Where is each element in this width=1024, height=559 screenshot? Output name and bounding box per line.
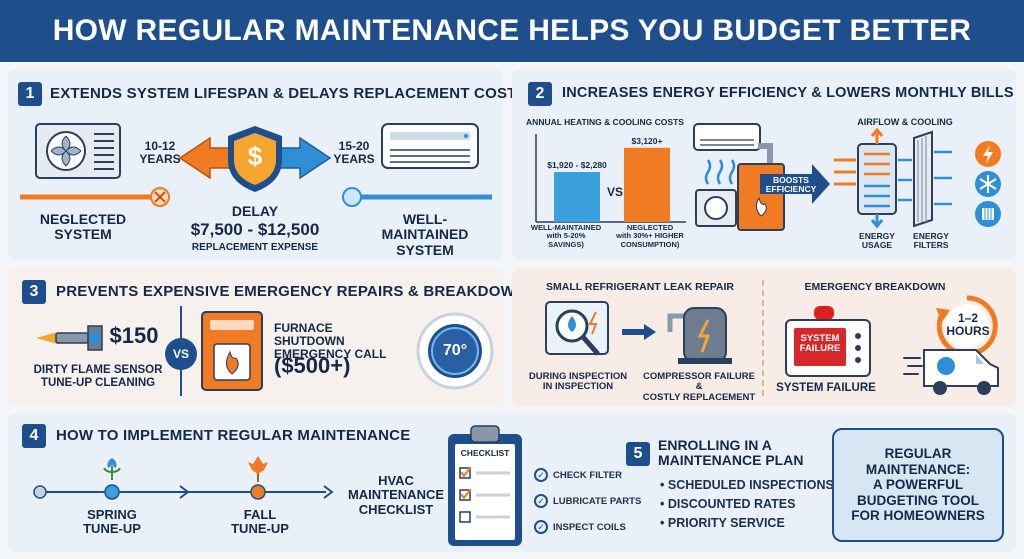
plan-benefit: • SCHEDULED INSPECTIONS	[660, 478, 834, 492]
neglected-label: NEGLECTED SYSTEM	[39, 211, 127, 243]
expensive-label: FURNACE SHUTDOWN EMERGENCY CALL	[274, 321, 387, 362]
breakdown-title: EMERGENCY BREAKDOWN	[804, 281, 946, 293]
check-item-label: INSPECT COILS	[553, 521, 626, 533]
chart-category-0: WELL-MAINTAINED with 5-20% SAVINGS)	[530, 223, 602, 249]
section-5-number: 5	[626, 442, 650, 466]
flame-sensor-icon	[36, 325, 103, 351]
delay-amount: $7,500 - $12,500	[190, 220, 320, 239]
check-circle-icon: ✓	[534, 468, 548, 482]
shield-symbol: $	[247, 141, 263, 171]
checklist-label: HVAC MAINTENANCE CHECKLIST	[347, 473, 445, 517]
delay-label: DELAY	[231, 203, 279, 219]
check-item: ✓ LUBRICATE PARTS	[534, 488, 644, 514]
plan-benefit-label: PRIORITY SERVICE	[667, 516, 785, 530]
section-5-title: ENROLLING IN A MAINTENANCE PLAN	[658, 437, 804, 469]
chart-vs: VS	[606, 185, 623, 199]
vs-badge: VS	[165, 338, 197, 370]
summary-text: REGULAR MAINTENANCE: A POWERFUL BUDGETIN…	[851, 446, 985, 524]
season-timeline	[33, 456, 334, 500]
filter-icon	[975, 201, 1001, 227]
section-4-title: HOW TO IMPLEMENT REGULAR MAINTENANCE	[56, 427, 411, 444]
maintained-timeline	[342, 187, 492, 207]
cheap-price: $150	[109, 323, 159, 348]
check-circle-icon: ✓	[534, 494, 548, 508]
check-item: ✓ INSPECT COILS	[534, 514, 644, 540]
plan-benefits-list: • SCHEDULED INSPECTIONS • DISCOUNTED RAT…	[660, 478, 834, 535]
furnace-icon	[201, 311, 263, 391]
compressor-icon	[667, 307, 732, 364]
clipboard-icon	[448, 425, 522, 546]
section-1-number: 1	[18, 82, 42, 106]
summary-callout: REGULAR MAINTENANCE: A POWERFUL BUDGETIN…	[832, 428, 1004, 542]
plan-benefit-label: DISCOUNTED RATES	[667, 497, 796, 511]
plan-benefit: • DISCOUNTED RATES	[660, 497, 796, 511]
snowflake-icon	[975, 171, 1001, 197]
boost-label: BOOSTS EFFICIENCY	[765, 175, 817, 195]
checklist-items: ✓ CHECK FILTER ✓ LUBRICATE PARTS ✓ INSPE…	[534, 462, 644, 540]
energy-usage-label: ENERGY USAGE	[859, 231, 895, 251]
chart-data-label: $3,120+	[632, 136, 663, 146]
arrow-right-icon	[622, 324, 656, 340]
airflow-filter-icon	[834, 127, 952, 229]
airflow-title: AIRFLOW & COOLING	[857, 117, 953, 127]
hours-text: 1–2 HOURS	[946, 311, 990, 339]
checklist-head: CHECKLIST	[460, 448, 510, 458]
energy-filters-label: ENERGY FILTERS	[913, 231, 949, 251]
section-4-number: 4	[22, 424, 46, 448]
service-van-icon	[903, 349, 999, 395]
check-item: ✓ CHECK FILTER	[534, 462, 644, 488]
cost-bar-chart: $1,920 - $2,280 $3,120+	[535, 134, 686, 223]
lightning-icon	[975, 141, 1001, 167]
shield-dollar-icon	[178, 126, 332, 192]
failure-screen-text: SYSTEM FAILURE	[799, 333, 841, 355]
section-2-number: 2	[528, 82, 552, 106]
thermostat-value: 70°	[442, 342, 468, 359]
page-title: HOW REGULAR MAINTENANCE HELPS YOU BUDGET…	[52, 14, 972, 47]
expensive-price: ($500+)	[274, 353, 351, 378]
page-header: HOW REGULAR MAINTENANCE HELPS YOU BUDGET…	[0, 0, 1024, 62]
plan-benefit: • PRIORITY SERVICE	[660, 516, 785, 530]
vs-text: VS	[172, 347, 189, 361]
section-1-title: EXTENDS SYSTEM LIFESPAN & DELAYS REPLACE…	[50, 85, 527, 102]
chart-bar	[554, 172, 600, 222]
failure-label: SYSTEM FAILURE	[776, 382, 876, 394]
check-item-label: CHECK FILTER	[553, 469, 622, 481]
section-3-divider	[762, 280, 764, 396]
check-circle-icon: ✓	[534, 520, 548, 534]
check-item-label: LUBRICATE PARTS	[553, 495, 642, 507]
wall-ac-icon	[381, 123, 479, 169]
inspection-label: DURING INSPECTION IN INSPECTION	[528, 371, 628, 393]
section-3-number: 3	[22, 280, 46, 304]
thermostat-icon	[416, 312, 494, 390]
ac-unit-icon	[35, 123, 121, 179]
chart-bar	[624, 147, 670, 222]
chart-category-1: NEGLECTED with 30%+ HIGHER CONSUMPTION)	[616, 223, 684, 249]
section-2-title: INCREASES ENERGY EFFICIENCY & LOWERS MON…	[562, 85, 1014, 101]
neglected-years: 10-12 YEARS	[139, 139, 181, 167]
neglected-timeline	[20, 187, 170, 207]
spring-label: SPRING TUNE-UP	[83, 507, 141, 537]
failure-panel-icon	[785, 306, 871, 377]
delay-sub: REPLACEMENT EXPENSE	[191, 242, 319, 253]
leak-title: SMALL REFRIGERANT LEAK REPAIR	[545, 281, 735, 293]
cheap-label: DIRTY FLAME SENSOR TUNE-UP CLEANING	[33, 364, 163, 389]
clock-arrow-icon	[936, 295, 998, 357]
section-3-title: PREVENTS EXPENSIVE EMERGENCY REPAIRS & B…	[56, 283, 537, 300]
maintained-label: WELL-MAINTAINED SYSTEM	[381, 211, 469, 258]
fall-label: FALL TUNE-UP	[231, 507, 289, 537]
compressor-label: COMPRESSOR FAILURE & COSTLY REPLACEMENT	[642, 371, 756, 403]
chart-title: ANNUAL HEATING & COOLING COSTS	[526, 117, 684, 127]
chart-data-label: $1,920 - $2,280	[547, 160, 607, 170]
hvac-efficiency-icon	[693, 123, 830, 231]
inspection-icon	[545, 301, 609, 356]
plan-benefit-label: SCHEDULED INSPECTIONS	[667, 478, 834, 492]
maintained-years: 15-20 YEARS	[333, 139, 375, 167]
